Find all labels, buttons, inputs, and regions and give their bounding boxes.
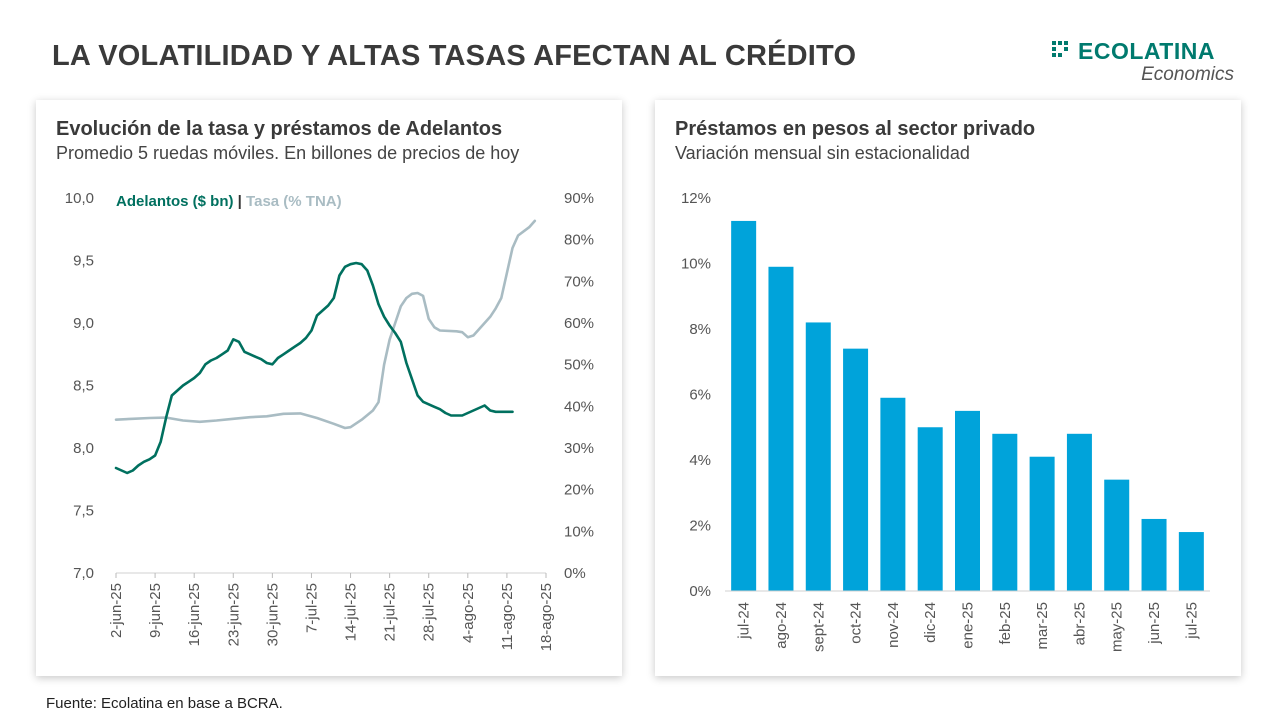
bar [805, 322, 831, 591]
bar-y-tick-label: 10% [681, 256, 711, 273]
tasa-series-line [114, 219, 537, 430]
right-chart-subtitle: Variación mensual sin estacionalidad [675, 143, 970, 163]
adelantos-series-line [114, 261, 514, 475]
slide-title: LA VOLATILIDAD Y ALTAS TASAS AFECTAN AL … [52, 40, 857, 72]
right-y-tick-label: 0% [564, 565, 586, 582]
bar-y-tick-label: 12% [681, 190, 711, 207]
left-y-tick-label: 8,0 [73, 440, 94, 457]
brand-name: ECOLATINA [1078, 38, 1215, 64]
left-y-tick-label: 9,5 [73, 253, 94, 270]
x-tick-label: 2-jun-25 [108, 583, 125, 638]
bar [917, 427, 943, 591]
bar [992, 433, 1018, 591]
prestamos-bar-chart: 0% 2% 4% 6% 8% 10% 12% jul-24 ago-24 sept-24 oct-2… [681, 190, 1210, 652]
left-y-tick-label: 7,5 [73, 503, 94, 520]
bar-x-tick-label: abr-25 [1071, 602, 1088, 645]
x-tick-label: 7-jul-25 [303, 583, 320, 633]
x-tick-label: 30-jun-25 [264, 583, 281, 646]
left-chart-subtitle: Promedio 5 ruedas móviles. En billones d… [56, 143, 520, 163]
bar-x-tick-label: mar-25 [1034, 602, 1051, 650]
bar [1141, 518, 1167, 591]
left-y-tick-label: 7,0 [73, 565, 94, 582]
right-y-tick-label: 20% [564, 482, 594, 499]
bar-y-tick-label: 6% [689, 387, 711, 404]
brand-logo: ECOLATINA Economics [1040, 38, 1240, 88]
bar [880, 397, 906, 591]
bar-x-tick-label: may-25 [1109, 602, 1126, 652]
bar-x-tick-label: feb-25 [997, 602, 1014, 645]
source-note: Fuente: Ecolatina en base a BCRA. [46, 695, 283, 712]
bar-x-tick-label: ene-25 [960, 602, 977, 649]
bar [1066, 433, 1092, 591]
bar [843, 348, 869, 591]
right-y-tick-label: 50% [564, 357, 594, 374]
bar-x-tick-label: nov-24 [885, 602, 902, 648]
right-chart-title: Préstamos en pesos al sector privado [675, 118, 1036, 140]
left-y-tick-label: 8,5 [73, 378, 94, 395]
bar [1104, 479, 1130, 591]
bar-x-tick-label: jul-25 [1183, 602, 1200, 640]
right-y-tick-label: 80% [564, 232, 594, 249]
right-y-tick-label: 10% [564, 523, 594, 540]
adelantos-chart-panel: Evolución de la tasa y préstamos de Adel… [36, 100, 622, 676]
bar-x-tick-label: sept-24 [810, 602, 827, 652]
x-tick-label: 23-jun-25 [225, 583, 242, 646]
bar-y-tick-label: 4% [689, 452, 711, 469]
bar [1178, 532, 1204, 591]
bar [1029, 456, 1055, 591]
left-y-tick-label: 9,0 [73, 315, 94, 332]
x-tick-label: 9-jun-25 [147, 583, 164, 638]
prestamos-chart-panel: Préstamos en pesos al sector privado Var… [655, 100, 1241, 676]
x-tick-label: 21-jul-25 [382, 583, 399, 641]
bar [955, 410, 980, 591]
bar-x-tick-label: ago-24 [773, 602, 790, 649]
bar-y-tick-label: 8% [689, 321, 711, 338]
right-y-tick-label: 60% [564, 315, 594, 332]
bar-x-tick-label: dic-24 [922, 602, 939, 643]
line-chart-legend: Adelantos ($ bn) | Tasa (% TNA) [116, 193, 342, 210]
x-tick-label: 28-jul-25 [421, 583, 438, 641]
bar-y-tick-label: 0% [689, 583, 711, 600]
right-y-tick-label: 70% [564, 273, 594, 290]
bar [731, 220, 757, 592]
legend-tasa: Tasa (% TNA) [246, 193, 342, 210]
right-y-tick-label: 40% [564, 398, 594, 415]
bar-y-tick-label: 2% [689, 518, 711, 535]
x-tick-label: 11-ago-25 [499, 583, 516, 650]
bar-x-tick-label: jul-24 [736, 602, 753, 640]
logo-grid-icon [1052, 41, 1074, 59]
brand-sub: Economics [1141, 64, 1234, 85]
bar-x-tick-label: oct-24 [848, 602, 865, 644]
left-y-tick-label: 10,0 [65, 190, 94, 207]
x-tick-label: 14-jul-25 [343, 583, 360, 641]
right-y-tick-label: 30% [564, 440, 594, 457]
adelantos-line-chart: Adelantos ($ bn) | Tasa (% TNA) 7,0 7,5 8,… [65, 190, 594, 651]
bar-x-tick-label: jun-25 [1146, 602, 1163, 645]
bar [768, 266, 794, 591]
legend-separator: | [238, 193, 246, 210]
right-y-tick-label: 90% [564, 190, 594, 207]
legend-adelantos: Adelantos ($ bn) [116, 193, 238, 210]
x-tick-label: 4-ago-25 [460, 583, 477, 643]
left-chart-title: Evolución de la tasa y préstamos de Adel… [56, 118, 503, 140]
x-tick-label: 16-jun-25 [186, 583, 203, 646]
x-tick-label: 18-ago-25 [538, 583, 555, 651]
